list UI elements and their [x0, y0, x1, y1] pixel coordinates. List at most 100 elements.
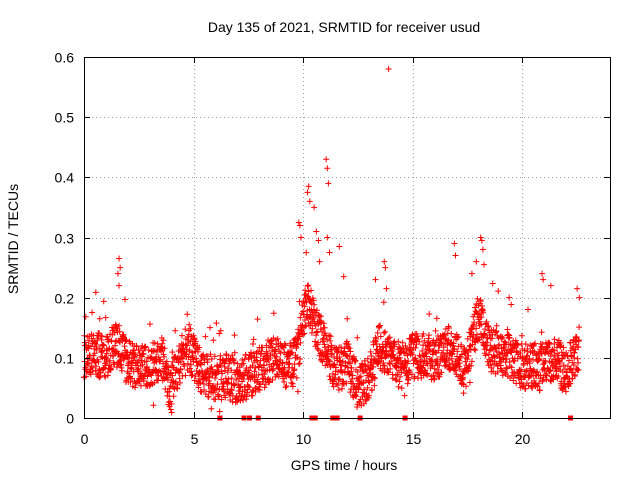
data-point: [522, 341, 529, 348]
data-point: [177, 358, 184, 365]
data-point: [100, 341, 107, 348]
data-point: [248, 355, 255, 362]
data-point: [471, 304, 478, 311]
data-point: [194, 362, 201, 369]
data-point: [211, 353, 218, 360]
data-point: [477, 234, 484, 241]
x-tick-label: 10: [296, 431, 312, 447]
data-point: [386, 334, 393, 341]
data-point: [485, 323, 492, 330]
data-point: [454, 348, 461, 355]
data-point: [435, 366, 442, 373]
data-point: [369, 371, 376, 378]
data-point: [503, 365, 510, 372]
data-point: [290, 370, 297, 377]
data-point: [370, 341, 377, 348]
data-point: [316, 258, 323, 265]
data-point: [438, 339, 445, 346]
data-point: [347, 389, 354, 396]
data-point: [482, 352, 489, 359]
data-point: [172, 327, 179, 334]
data-point: [454, 334, 461, 341]
data-point: [436, 362, 443, 369]
data-point: [257, 357, 264, 364]
data-point: [270, 365, 277, 372]
data-point: [305, 183, 312, 190]
data-point: [299, 331, 306, 338]
ticks: [84, 57, 610, 419]
data-point: [108, 363, 115, 370]
data-point: [246, 369, 253, 376]
data-point: [389, 375, 396, 382]
data-point: [396, 354, 403, 361]
data-point: [546, 340, 553, 347]
data-point: [208, 405, 215, 412]
data-point: [342, 369, 349, 376]
data-point: [526, 360, 533, 367]
data-point: [546, 368, 553, 375]
data-point: [393, 377, 400, 384]
y-tick-label: 0.6: [55, 50, 75, 66]
data-point: [288, 379, 295, 386]
data-point: [112, 338, 119, 345]
data-point: [82, 364, 89, 371]
data-point: [168, 400, 175, 407]
data-point: [169, 379, 176, 386]
data-point: [163, 358, 170, 365]
data-point: [91, 350, 98, 357]
data-point: [464, 356, 471, 363]
data-point: [473, 258, 480, 265]
data-point: [118, 367, 125, 374]
data-point: [503, 356, 510, 363]
data-point: [144, 364, 151, 371]
data-point: [387, 365, 394, 372]
data-point: [576, 294, 583, 301]
data-point: [517, 349, 524, 356]
data-point: [423, 353, 430, 360]
data-point: [456, 360, 463, 367]
data-point: [477, 296, 484, 303]
data-point: [574, 285, 581, 292]
data-point: [255, 371, 262, 378]
data-point: [181, 362, 188, 369]
data-point: [253, 354, 260, 361]
data-point: [347, 360, 354, 367]
data-point: [355, 385, 362, 392]
data-point: [313, 307, 320, 314]
data-point: [169, 349, 176, 356]
data-point: [249, 392, 256, 399]
data-point: [547, 367, 554, 374]
data-point: [308, 287, 315, 294]
data-point: [274, 335, 281, 342]
data-point: [538, 329, 545, 336]
data-point: [150, 402, 157, 409]
data-point: [324, 336, 331, 343]
data-point: [495, 288, 502, 295]
data-point: [350, 380, 357, 387]
data-point: [88, 343, 95, 350]
data-point: [513, 348, 520, 355]
data-point: [191, 335, 198, 342]
data-point: [293, 341, 300, 348]
x-tick-label: 20: [515, 431, 531, 447]
data-point: [499, 334, 506, 341]
data-point: [375, 359, 382, 366]
y-tick-label: 0.5: [55, 110, 75, 126]
data-point: [116, 322, 123, 329]
data-point: [222, 394, 229, 401]
data-point: [305, 282, 312, 289]
data-point: [281, 379, 288, 386]
data-point: [455, 333, 462, 340]
data-point: [371, 374, 378, 381]
data-point: [174, 355, 181, 362]
data-point: [478, 237, 485, 244]
data-point: [240, 396, 247, 403]
data-point: [551, 336, 558, 343]
data-point: [116, 328, 123, 335]
data-point: [273, 353, 280, 360]
data-point: [317, 326, 324, 333]
data-point: [285, 361, 292, 368]
data-point: [146, 382, 153, 389]
data-point: [485, 351, 492, 358]
data-point: [432, 349, 439, 356]
